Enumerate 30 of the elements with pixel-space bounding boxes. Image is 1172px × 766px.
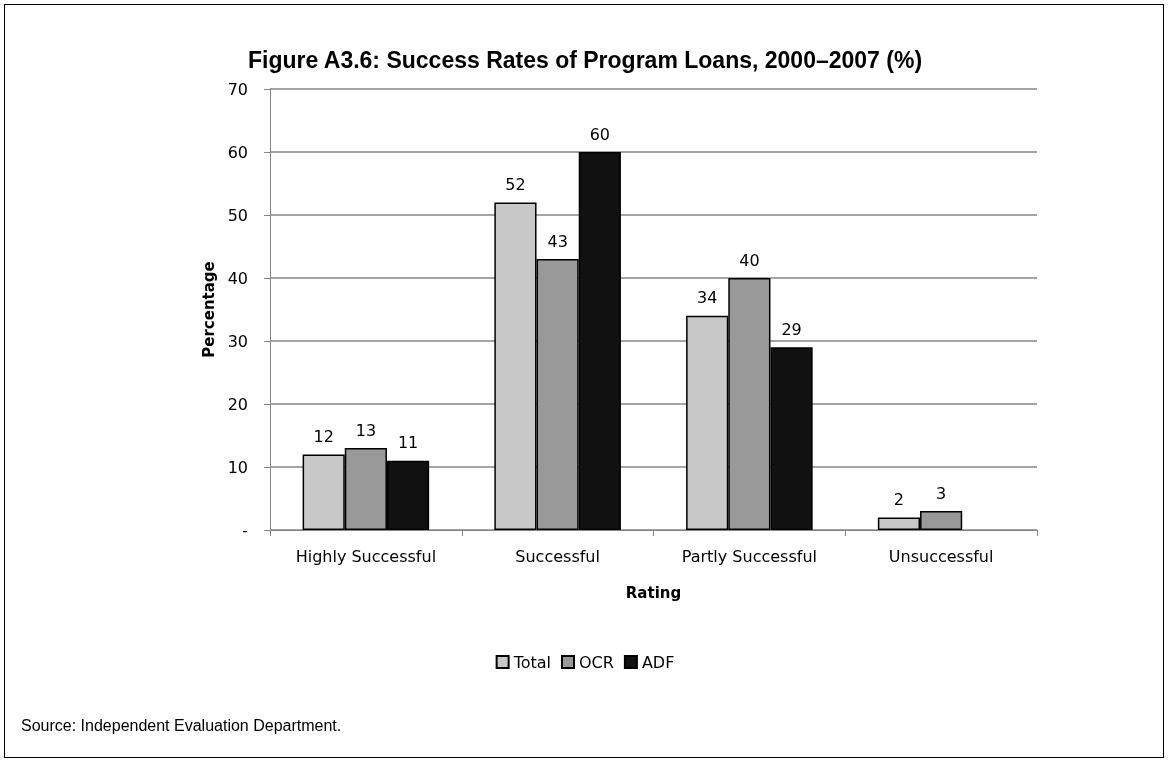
y-tick-label: 30 (227, 331, 248, 351)
legend-label: ADF (641, 652, 675, 672)
data-label: 52 (505, 174, 526, 194)
x-tick-label: Partly Successful (681, 546, 817, 566)
y-tick-label: 40 (227, 268, 248, 288)
data-label: 3 (936, 483, 947, 503)
y-tick-label: 10 (227, 457, 248, 477)
data-label: 2 (893, 489, 905, 509)
y-tick-label: 20 (227, 394, 248, 414)
y-tick-label: 70 (227, 79, 248, 99)
data-label: 43 (547, 231, 568, 251)
x-tick-label: Unsuccessful (888, 546, 994, 566)
data-label: 34 (697, 288, 718, 308)
legend-label: OCR (579, 652, 614, 672)
data-label: 12 (313, 426, 334, 446)
data-label: 60 (589, 124, 610, 144)
x-tick-label: Successful (515, 546, 600, 566)
x-axis-title: Rating (625, 583, 682, 602)
data-label: 29 (781, 319, 802, 339)
y-tick-label: 50 (227, 205, 248, 225)
data-label: 13 (355, 420, 377, 440)
data-label: 40 (739, 250, 760, 270)
y-tick-label: 60 (227, 142, 248, 162)
legend-label: Total (512, 652, 552, 672)
source-note: Source: Independent Evaluation Department. (21, 717, 342, 735)
data-label: 11 (397, 433, 419, 453)
y-tick-label: - (242, 520, 248, 540)
x-tick-label: Highly Successful (295, 546, 437, 566)
chart-title: Figure A3.6: Success Rates of Program Loans, 2000–2007 (%) (247, 46, 923, 73)
y-axis-title: Percentage (200, 261, 219, 358)
